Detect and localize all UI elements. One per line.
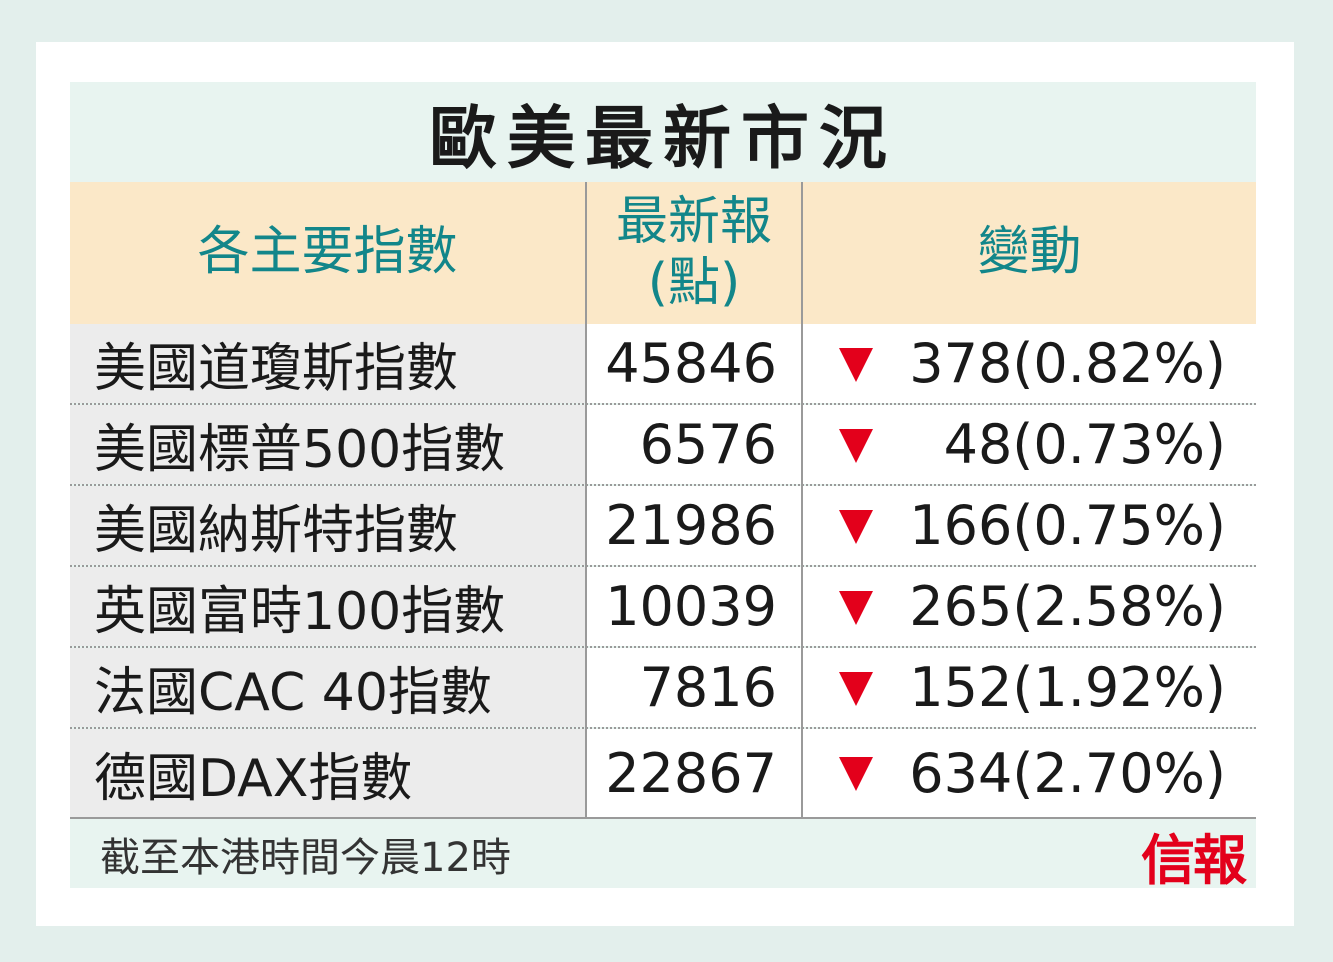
table-bottom-rule	[70, 817, 1256, 819]
index-change: 152(1.92%)	[803, 648, 1256, 727]
index-change-text: 166(0.75%)	[909, 494, 1226, 557]
header-index-name-label: 各主要指數	[197, 222, 458, 283]
down-arrow-icon	[839, 591, 873, 625]
column-divider	[801, 182, 803, 818]
index-change: 48(0.73%)	[803, 405, 1256, 484]
down-arrow-icon	[839, 510, 873, 544]
header-latest-label: 最新報	[615, 191, 772, 252]
index-change: 634(2.70%)	[803, 729, 1256, 818]
index-name: 美國納斯特指數	[70, 486, 585, 565]
table-row: 美國道瓊斯指數 45846 378(0.82%)	[70, 324, 1256, 405]
table-row: 美國標普500指數 6576 48(0.73%)	[70, 405, 1256, 486]
header-change: 變動	[803, 182, 1256, 324]
header-index-name: 各主要指數	[70, 182, 585, 324]
index-change-text: 152(1.92%)	[909, 656, 1226, 719]
down-arrow-icon	[839, 348, 873, 382]
index-name: 德國DAX指數	[70, 729, 585, 818]
down-arrow-icon	[839, 429, 873, 463]
index-name: 英國富時100指數	[70, 567, 585, 646]
index-value: 6576	[587, 405, 801, 484]
timestamp-note: 截至本港時間今晨12時	[100, 835, 511, 881]
index-change-text: 48(0.73%)	[943, 413, 1226, 476]
index-value: 10039	[587, 567, 801, 646]
index-change: 166(0.75%)	[803, 486, 1256, 565]
down-arrow-icon	[839, 757, 873, 791]
page-title: 歐美最新市況	[428, 99, 897, 179]
index-value: 7816	[587, 648, 801, 727]
index-change-text: 378(0.82%)	[909, 332, 1226, 395]
header-latest: 最新報 (點)	[587, 182, 801, 324]
table-row: 法國CAC 40指數 7816 152(1.92%)	[70, 648, 1256, 729]
index-name: 美國道瓊斯指數	[70, 324, 585, 403]
column-divider	[585, 182, 587, 818]
table-row: 美國納斯特指數 21986 166(0.75%)	[70, 486, 1256, 567]
index-table-body: 美國道瓊斯指數 45846 378(0.82%) 美國標普500指數 6576 …	[70, 324, 1256, 818]
index-change: 265(2.58%)	[803, 567, 1256, 646]
index-value: 21986	[587, 486, 801, 565]
index-change-text: 265(2.58%)	[909, 575, 1226, 638]
hkej-logo: 信報	[1141, 827, 1247, 892]
table-row: 德國DAX指數 22867 634(2.70%)	[70, 729, 1256, 818]
table-header: 各主要指數 最新報 (點) 變動	[70, 182, 1256, 324]
down-arrow-icon	[839, 672, 873, 706]
index-change-text: 634(2.70%)	[909, 742, 1226, 805]
index-value: 45846	[587, 324, 801, 403]
index-change: 378(0.82%)	[803, 324, 1256, 403]
index-name: 法國CAC 40指數	[70, 648, 585, 727]
header-change-label: 變動	[977, 222, 1082, 283]
index-value: 22867	[587, 729, 801, 818]
index-name: 美國標普500指數	[70, 405, 585, 484]
header-latest-unit: (點)	[647, 253, 741, 313]
table-row: 英國富時100指數 10039 265(2.58%)	[70, 567, 1256, 648]
